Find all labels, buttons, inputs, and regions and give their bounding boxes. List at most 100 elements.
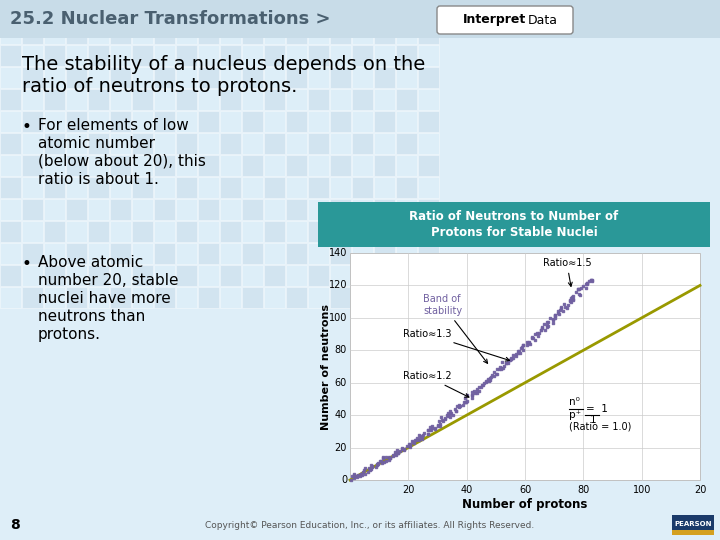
Point (392, 449, 403, 457)
Bar (110, 287, 131, 308)
Bar (350, 253, 700, 480)
Bar (198, 89, 219, 110)
Text: =  1: = 1 (586, 404, 608, 414)
Bar (286, 45, 307, 66)
Bar (242, 89, 263, 110)
Point (549, 310, 561, 319)
Bar (0, 23, 21, 44)
Bar (22, 287, 43, 308)
Point (526, 332, 538, 341)
Point (473, 382, 485, 391)
Bar (330, 111, 351, 132)
Bar (286, 67, 307, 88)
Bar (418, 23, 439, 44)
Bar (66, 243, 87, 264)
Point (505, 354, 517, 363)
Point (562, 301, 574, 309)
Point (502, 356, 513, 365)
Point (567, 295, 579, 304)
Point (346, 476, 357, 484)
Bar (220, 111, 241, 132)
Bar (374, 265, 395, 286)
Bar (672, 530, 714, 535)
Point (373, 460, 384, 468)
Bar (0, 45, 21, 66)
Point (405, 441, 416, 450)
Bar (242, 199, 263, 220)
Bar (330, 23, 351, 44)
Bar (286, 221, 307, 242)
Bar (176, 221, 197, 242)
Bar (264, 89, 285, 110)
Point (451, 402, 463, 410)
Bar (88, 199, 109, 220)
Point (549, 314, 561, 322)
Point (587, 276, 598, 285)
Point (384, 456, 395, 464)
Bar (22, 243, 43, 264)
Bar (44, 177, 65, 198)
Bar (264, 155, 285, 176)
Point (517, 341, 528, 349)
Bar (672, 515, 714, 535)
Bar (66, 111, 87, 132)
Bar (66, 221, 87, 242)
Bar (110, 265, 131, 286)
Point (444, 409, 456, 418)
Bar (110, 221, 131, 242)
Bar (176, 177, 197, 198)
Point (416, 433, 428, 442)
Bar (44, 23, 65, 44)
Point (354, 472, 366, 481)
Point (378, 458, 390, 467)
Bar (264, 67, 285, 88)
Text: •: • (22, 255, 32, 273)
Bar (264, 243, 285, 264)
Point (484, 373, 495, 382)
Point (387, 451, 398, 460)
Bar (44, 243, 65, 264)
Point (482, 375, 494, 383)
Bar (286, 199, 307, 220)
Point (351, 472, 363, 481)
Point (491, 369, 503, 378)
Bar (44, 199, 65, 220)
Text: nuclei have more: nuclei have more (38, 291, 171, 306)
Point (505, 354, 516, 363)
Point (533, 329, 544, 338)
Bar (286, 1, 307, 22)
Bar (352, 111, 373, 132)
Point (486, 370, 498, 379)
Bar (264, 199, 285, 220)
Bar (242, 111, 263, 132)
Point (377, 453, 389, 462)
Bar (198, 265, 219, 286)
Point (424, 425, 436, 434)
Text: Ratio≈1.3: Ratio≈1.3 (402, 329, 510, 361)
Point (457, 401, 469, 409)
Text: Number of protons: Number of protons (462, 498, 588, 511)
Bar (88, 67, 109, 88)
Point (516, 342, 528, 351)
Bar (374, 89, 395, 110)
Bar (352, 221, 373, 242)
Bar (308, 177, 329, 198)
Point (363, 464, 374, 472)
Bar (0, 67, 21, 88)
Bar (286, 133, 307, 154)
Point (441, 411, 453, 420)
Bar (352, 133, 373, 154)
Bar (0, 265, 21, 286)
Text: Data: Data (528, 14, 558, 26)
Text: 120: 120 (328, 280, 347, 291)
Bar (154, 287, 175, 308)
Point (399, 445, 410, 454)
Bar (396, 243, 417, 264)
Point (507, 351, 518, 360)
Bar (330, 67, 351, 88)
Bar (132, 23, 153, 44)
Bar (242, 67, 263, 88)
Bar (418, 133, 439, 154)
Text: 80: 80 (577, 485, 590, 495)
Point (418, 429, 430, 437)
